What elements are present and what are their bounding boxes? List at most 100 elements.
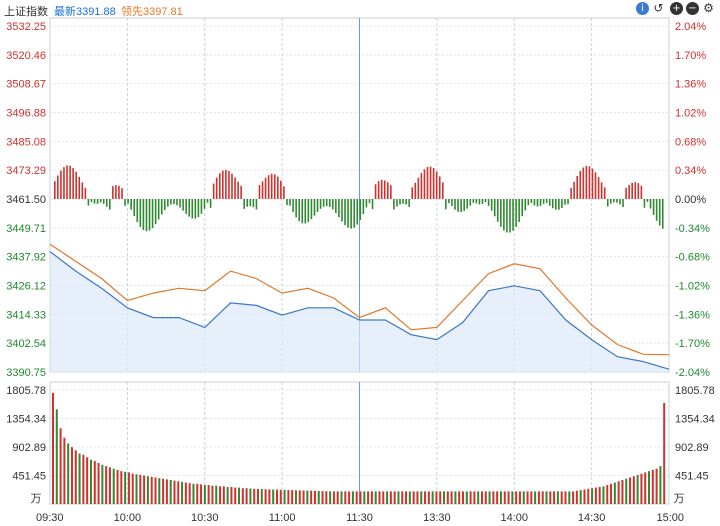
- volume-unit-label-right: 万: [674, 493, 685, 505]
- pct-tick-label: -2.04%: [675, 367, 710, 379]
- volume-bar: [636, 474, 639, 504]
- volume-bar: [52, 392, 54, 504]
- breadth-bar-down: [460, 199, 462, 213]
- volume-bar: [55, 409, 58, 504]
- breadth-bar-down: [255, 199, 258, 210]
- breadth-bar-up: [600, 182, 603, 199]
- breadth-bar-down: [246, 199, 249, 207]
- breadth-bar-down: [619, 199, 621, 205]
- volume-bar: [234, 487, 237, 504]
- index-name: 上证指数: [4, 6, 48, 18]
- breadth-bar-down: [610, 199, 612, 204]
- volume-bar: [348, 491, 351, 504]
- breadth-bar-up: [585, 165, 588, 199]
- volume-bar: [150, 476, 153, 504]
- breadth-bar-down: [655, 199, 658, 221]
- volume-bar: [484, 491, 487, 504]
- volume-bar: [378, 491, 381, 504]
- breadth-bar-down: [451, 199, 453, 206]
- breadth-bar-up: [414, 182, 417, 199]
- breadth-bar-down: [325, 199, 328, 207]
- breadth-bar-up: [228, 170, 230, 199]
- breadth-bar-down: [347, 199, 349, 228]
- volume-bar: [594, 487, 597, 504]
- breadth-bar-up: [273, 174, 276, 199]
- breadth-bar-down: [478, 199, 481, 205]
- latest-price: 最新3391.88: [54, 6, 116, 18]
- breadth-bar-down: [124, 199, 126, 206]
- breadth-bar-down: [332, 199, 334, 210]
- volume-bar: [511, 491, 514, 504]
- volume-bar: [640, 473, 643, 504]
- breadth-bar-up: [267, 175, 270, 199]
- volume-bar: [241, 488, 244, 504]
- volume-bar: [405, 491, 408, 504]
- volume-bar: [272, 489, 275, 504]
- volume-bar: [499, 491, 502, 504]
- volume-bar: [173, 480, 176, 504]
- breadth-bar-down: [185, 199, 187, 214]
- pct-tick-label: 0.00%: [675, 194, 706, 206]
- breadth-bar-up: [429, 166, 432, 199]
- breadth-bar-down: [661, 199, 664, 229]
- breadth-bar-up: [438, 176, 441, 199]
- volume-bar: [291, 490, 294, 504]
- volume-bar: [116, 469, 119, 504]
- breadth-bar-down: [304, 199, 307, 224]
- breadth-bar-up: [283, 186, 285, 199]
- volume-bar: [89, 459, 92, 504]
- info-icon[interactable]: i: [636, 2, 649, 15]
- settings-icon[interactable]: ⚙: [703, 1, 714, 15]
- breadth-bar-up: [234, 177, 236, 199]
- breadth-bar-down: [90, 199, 93, 203]
- volume-bar: [283, 489, 286, 504]
- breadth-bar-down: [289, 199, 291, 206]
- volume-bar: [591, 488, 594, 504]
- breadth-bar-down: [475, 199, 478, 204]
- breadth-bar-down: [472, 199, 475, 203]
- zoom-in-icon[interactable]: +: [670, 2, 683, 15]
- volume-tick-label-right: 1354.34: [675, 413, 715, 425]
- time-tick-label: 10:00: [114, 512, 142, 524]
- volume-bar: [287, 489, 290, 504]
- breadth-bar-down: [356, 199, 359, 225]
- volume-bar: [632, 476, 635, 504]
- breadth-bar-down: [496, 199, 499, 222]
- breadth-bar-down: [399, 199, 401, 205]
- breadth-bar-down: [484, 199, 487, 203]
- volume-bar: [135, 474, 138, 504]
- breadth-bar-down: [506, 199, 508, 233]
- breadth-bar-down: [160, 199, 163, 215]
- volume-bar: [480, 491, 483, 504]
- breadth-bar-down: [286, 199, 288, 206]
- breadth-bar-up: [115, 185, 117, 199]
- volume-bar: [370, 491, 373, 504]
- breadth-bar-down: [527, 199, 530, 206]
- zoom-out-icon[interactable]: −: [686, 2, 699, 15]
- volume-bar: [313, 490, 316, 504]
- volume-bar: [329, 491, 332, 504]
- volume-bar: [492, 491, 495, 504]
- breadth-bar-up: [640, 185, 643, 199]
- volume-bar: [207, 485, 210, 504]
- volume-bar: [382, 491, 385, 504]
- breadth-bar-up: [258, 185, 261, 199]
- volume-bar: [143, 475, 146, 504]
- volume-bar: [63, 437, 66, 504]
- undo-icon[interactable]: ↺: [653, 1, 664, 15]
- breadth-bar-down: [454, 199, 456, 210]
- breadth-bar-down: [206, 199, 209, 203]
- breadth-bar-down: [512, 199, 514, 231]
- breadth-bar-down: [466, 199, 469, 209]
- volume-bar: [310, 490, 313, 504]
- breadth-bar-down: [469, 199, 472, 206]
- volume-bar: [200, 484, 203, 504]
- breadth-bar-down: [136, 199, 139, 223]
- price-tick-label: 3520.46: [6, 50, 46, 62]
- breadth-bar-down: [545, 199, 548, 203]
- breadth-bar-up: [218, 173, 221, 199]
- breadth-bar-down: [548, 199, 551, 206]
- price-tick-label: 3473.29: [6, 165, 46, 177]
- breadth-bar-down: [194, 199, 197, 219]
- breadth-bar-up: [78, 176, 81, 199]
